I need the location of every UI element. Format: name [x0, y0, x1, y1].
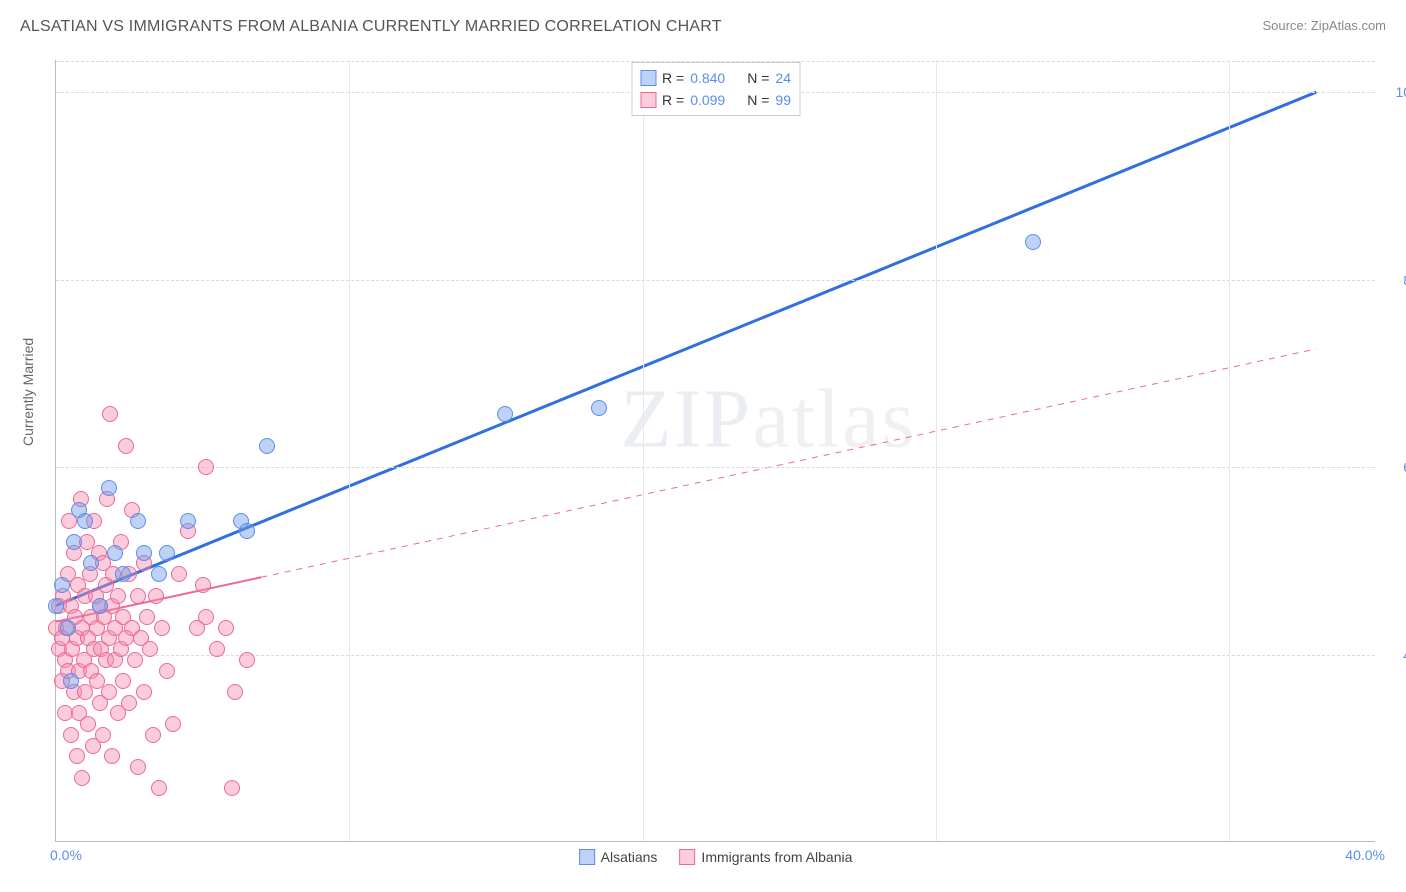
point-albania	[118, 438, 134, 454]
point-albania	[151, 780, 167, 796]
point-alsatian	[92, 598, 108, 614]
legend-item-1: Alsatians	[579, 849, 658, 865]
r-value-1: 0.840	[690, 67, 725, 89]
n-label-2: N =	[747, 89, 769, 111]
x-axis-max-label: 40.0%	[1345, 847, 1385, 863]
point-alsatian	[63, 673, 79, 689]
point-alsatian	[101, 480, 117, 496]
point-alsatian	[239, 523, 255, 539]
point-alsatian	[159, 545, 175, 561]
legend-label-1: Alsatians	[601, 849, 658, 865]
chart-title: ALSATIAN VS IMMIGRANTS FROM ALBANIA CURR…	[20, 18, 722, 36]
point-alsatian	[130, 513, 146, 529]
point-albania	[195, 577, 211, 593]
point-albania	[136, 684, 152, 700]
point-albania	[127, 652, 143, 668]
point-albania	[171, 566, 187, 582]
y-tick-label: 65.0%	[1383, 459, 1406, 475]
r-value-2: 0.099	[690, 89, 725, 111]
n-value-2: 99	[775, 89, 791, 111]
point-alsatian	[259, 438, 275, 454]
watermark-thin: atlas	[752, 373, 916, 466]
point-alsatian	[136, 545, 152, 561]
point-albania	[148, 588, 164, 604]
stats-legend-box: R = 0.840 N = 24 R = 0.099 N = 99	[631, 62, 800, 116]
point-albania	[115, 673, 131, 689]
point-albania	[95, 727, 111, 743]
point-albania	[142, 641, 158, 657]
point-alsatian	[591, 400, 607, 416]
point-alsatian	[180, 513, 196, 529]
source-label: Source: ZipAtlas.com	[1262, 18, 1386, 33]
n-label-1: N =	[747, 67, 769, 89]
legend-item-2: Immigrants from Albania	[679, 849, 852, 865]
point-albania	[139, 609, 155, 625]
point-albania	[209, 641, 225, 657]
point-albania	[227, 684, 243, 700]
point-albania	[57, 705, 73, 721]
point-albania	[130, 759, 146, 775]
point-albania	[63, 727, 79, 743]
legend-swatch-1	[579, 849, 595, 865]
watermark-bold: ZIP	[620, 373, 752, 466]
point-albania	[69, 748, 85, 764]
n-value-1: 24	[775, 67, 791, 89]
chart-plot: ZIPatlas 47.5%65.0%82.5%100.0% R = 0.840…	[55, 60, 1375, 842]
point-albania	[104, 748, 120, 764]
point-albania	[102, 406, 118, 422]
point-albania	[218, 620, 234, 636]
legend-swatch-2	[679, 849, 695, 865]
swatch-series-1	[640, 70, 656, 86]
point-albania	[159, 663, 175, 679]
point-alsatian	[107, 545, 123, 561]
point-albania	[198, 609, 214, 625]
point-albania	[121, 695, 137, 711]
point-alsatian	[77, 513, 93, 529]
point-alsatian	[60, 620, 76, 636]
point-albania	[145, 727, 161, 743]
point-alsatian	[151, 566, 167, 582]
grid-line-v	[643, 60, 644, 841]
point-albania	[101, 684, 117, 700]
point-alsatian	[66, 534, 82, 550]
grid-line-v	[349, 60, 350, 841]
point-albania	[80, 716, 96, 732]
bottom-legend: Alsatians Immigrants from Albania	[579, 849, 853, 865]
point-albania	[130, 588, 146, 604]
point-alsatian	[497, 406, 513, 422]
chart-header: ALSATIAN VS IMMIGRANTS FROM ALBANIA CURR…	[0, 0, 1406, 44]
grid-line-v	[1229, 60, 1230, 841]
point-albania	[154, 620, 170, 636]
point-albania	[239, 652, 255, 668]
x-axis-min-label: 0.0%	[50, 847, 82, 863]
point-albania	[74, 770, 90, 786]
stats-row-1: R = 0.840 N = 24	[640, 67, 791, 89]
grid-line-v	[936, 60, 937, 841]
point-albania	[110, 588, 126, 604]
trend-ext-albania	[261, 349, 1316, 577]
point-alsatian	[54, 577, 70, 593]
r-label-1: R =	[662, 67, 684, 89]
r-label-2: R =	[662, 89, 684, 111]
y-tick-label: 100.0%	[1383, 84, 1406, 100]
y-tick-label: 82.5%	[1383, 272, 1406, 288]
point-albania	[165, 716, 181, 732]
point-alsatian	[48, 598, 64, 614]
point-alsatian	[115, 566, 131, 582]
legend-label-2: Immigrants from Albania	[701, 849, 852, 865]
swatch-series-2	[640, 92, 656, 108]
watermark: ZIPatlas	[620, 371, 916, 468]
y-tick-label: 47.5%	[1383, 647, 1406, 663]
grid-line-h	[56, 280, 1375, 281]
trend-lines-svg	[56, 60, 1375, 841]
y-axis-title: Currently Married	[20, 338, 36, 446]
point-alsatian	[83, 555, 99, 571]
stats-row-2: R = 0.099 N = 99	[640, 89, 791, 111]
plot-area: ZIPatlas 47.5%65.0%82.5%100.0%	[56, 60, 1375, 841]
point-alsatian	[1025, 234, 1041, 250]
point-albania	[224, 780, 240, 796]
point-albania	[198, 459, 214, 475]
grid-line-h	[56, 467, 1375, 468]
